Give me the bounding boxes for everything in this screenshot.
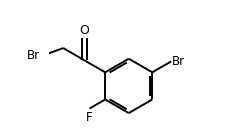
Text: Br: Br	[172, 55, 186, 68]
Text: F: F	[86, 111, 93, 124]
Text: O: O	[79, 24, 89, 37]
Text: Br: Br	[27, 49, 40, 62]
